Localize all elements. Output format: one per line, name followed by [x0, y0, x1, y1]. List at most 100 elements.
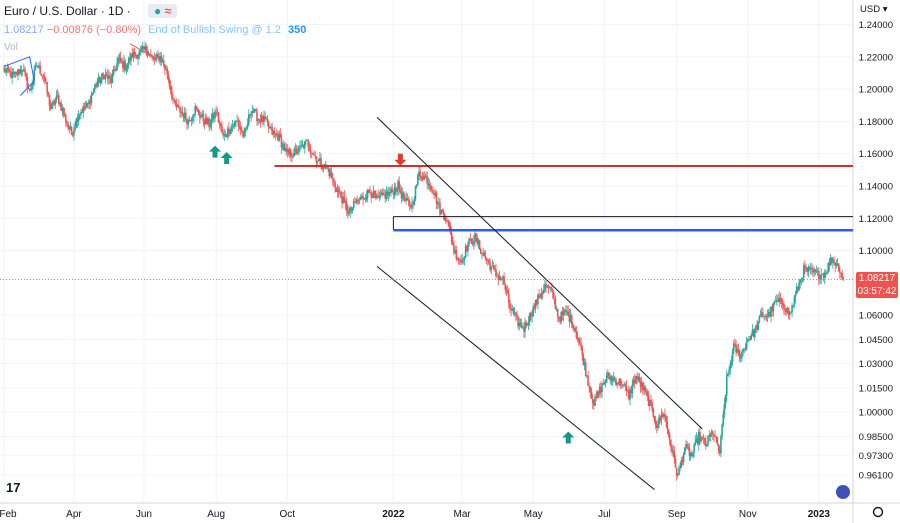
- candle-body: [349, 207, 352, 212]
- candle-body: [172, 98, 174, 100]
- candle-body: [131, 53, 134, 58]
- candle-body: [143, 46, 145, 50]
- candle-body: [715, 436, 718, 438]
- candle-body: [382, 192, 384, 196]
- candle-body: [603, 382, 606, 385]
- candle-body: [478, 240, 481, 250]
- candle-body: [723, 403, 726, 414]
- candle-body: [376, 195, 378, 199]
- candle-body: [771, 306, 774, 312]
- candle-body: [13, 71, 16, 75]
- candle-body: [243, 133, 245, 137]
- candle-body: [438, 202, 440, 204]
- candle-body: [284, 147, 286, 151]
- candle-body: [30, 89, 32, 91]
- candle-body: [649, 400, 651, 406]
- symbol-title[interactable]: Euro / U.S. Dollar · 1D ·: [4, 4, 131, 18]
- candle-body: [75, 118, 78, 128]
- x-tick-label: Sep: [668, 509, 686, 520]
- candle-body: [645, 391, 648, 393]
- candle-body: [622, 384, 624, 387]
- candle-body: [509, 302, 511, 309]
- candle-body: [252, 110, 255, 113]
- candle-body: [176, 105, 179, 108]
- y-tick-label: 1.01500: [859, 383, 893, 394]
- candle-body: [406, 197, 409, 201]
- candle-body: [200, 116, 202, 118]
- candle-body: [183, 112, 186, 119]
- candle-body: [640, 382, 643, 387]
- candle-body: [794, 294, 797, 297]
- channel-upper: [376, 116, 703, 430]
- candle-body: [52, 101, 54, 103]
- candle-body: [738, 350, 741, 359]
- candle-body: [481, 253, 483, 255]
- candle-body: [681, 460, 684, 463]
- candle-body: [731, 351, 734, 362]
- candle-body: [355, 202, 357, 204]
- currency-label[interactable]: USD ▾: [860, 4, 888, 15]
- candle-body: [628, 390, 630, 400]
- y-tick-label: 0.96100: [859, 471, 893, 482]
- indicator-name[interactable]: End of Bullish Swing @ 1.2: [148, 24, 281, 36]
- candle-body: [308, 147, 311, 151]
- candle-body: [704, 441, 707, 446]
- candle-body: [475, 233, 477, 238]
- gear-icon[interactable]: [872, 506, 884, 518]
- candle-body: [615, 379, 617, 385]
- candle-body: [329, 172, 332, 177]
- candle-body: [213, 113, 215, 119]
- candle-body: [404, 200, 406, 201]
- candle-body: [4, 68, 6, 73]
- candle-body: [735, 344, 737, 353]
- candle-body: [818, 271, 820, 280]
- candle-body: [517, 317, 519, 327]
- candle-body: [173, 99, 175, 101]
- candle-body: [537, 294, 539, 305]
- candle-body: [477, 240, 480, 244]
- candle-body: [653, 416, 656, 422]
- volume-legend[interactable]: Vol: [4, 42, 18, 53]
- candle-body: [553, 298, 556, 300]
- candle-body: [830, 257, 833, 263]
- candle-body: [119, 57, 122, 62]
- candle-body: [624, 384, 627, 387]
- candle-body: [118, 57, 121, 59]
- candle-body: [579, 341, 581, 344]
- candle-body: [420, 176, 423, 179]
- candle-body: [196, 108, 199, 110]
- candle-body: [333, 179, 335, 183]
- candle-body: [335, 187, 338, 192]
- candle-body: [154, 57, 157, 60]
- candle-body: [758, 316, 761, 322]
- candle-body: [476, 237, 479, 244]
- candle-body: [27, 87, 30, 89]
- candle-body: [99, 78, 102, 84]
- candle-body: [661, 414, 664, 417]
- candle-body: [192, 116, 194, 119]
- candle-body: [5, 70, 8, 73]
- ohlc-change: −0.00876 (−0.80%): [46, 24, 142, 36]
- candle-body: [261, 115, 264, 123]
- candle-body: [178, 105, 180, 107]
- candle-body: [344, 200, 347, 204]
- candle-body: [164, 65, 166, 70]
- candle-body: [524, 322, 526, 332]
- candle-body: [169, 86, 172, 91]
- candle-body: [808, 267, 811, 268]
- candle-body: [56, 95, 59, 97]
- candle-body: [626, 390, 629, 392]
- candle-body: [34, 65, 37, 70]
- candle-body: [558, 316, 560, 319]
- candle-body: [127, 57, 130, 64]
- status-badge[interactable]: ● ≈: [148, 4, 178, 18]
- candle-body: [258, 118, 261, 120]
- candle-body: [436, 203, 439, 205]
- candle-body: [454, 249, 456, 254]
- candle-body: [586, 375, 588, 377]
- candle-body: [256, 110, 258, 122]
- candle-body: [133, 51, 136, 56]
- candle-body: [799, 280, 802, 283]
- candle-body: [379, 194, 382, 197]
